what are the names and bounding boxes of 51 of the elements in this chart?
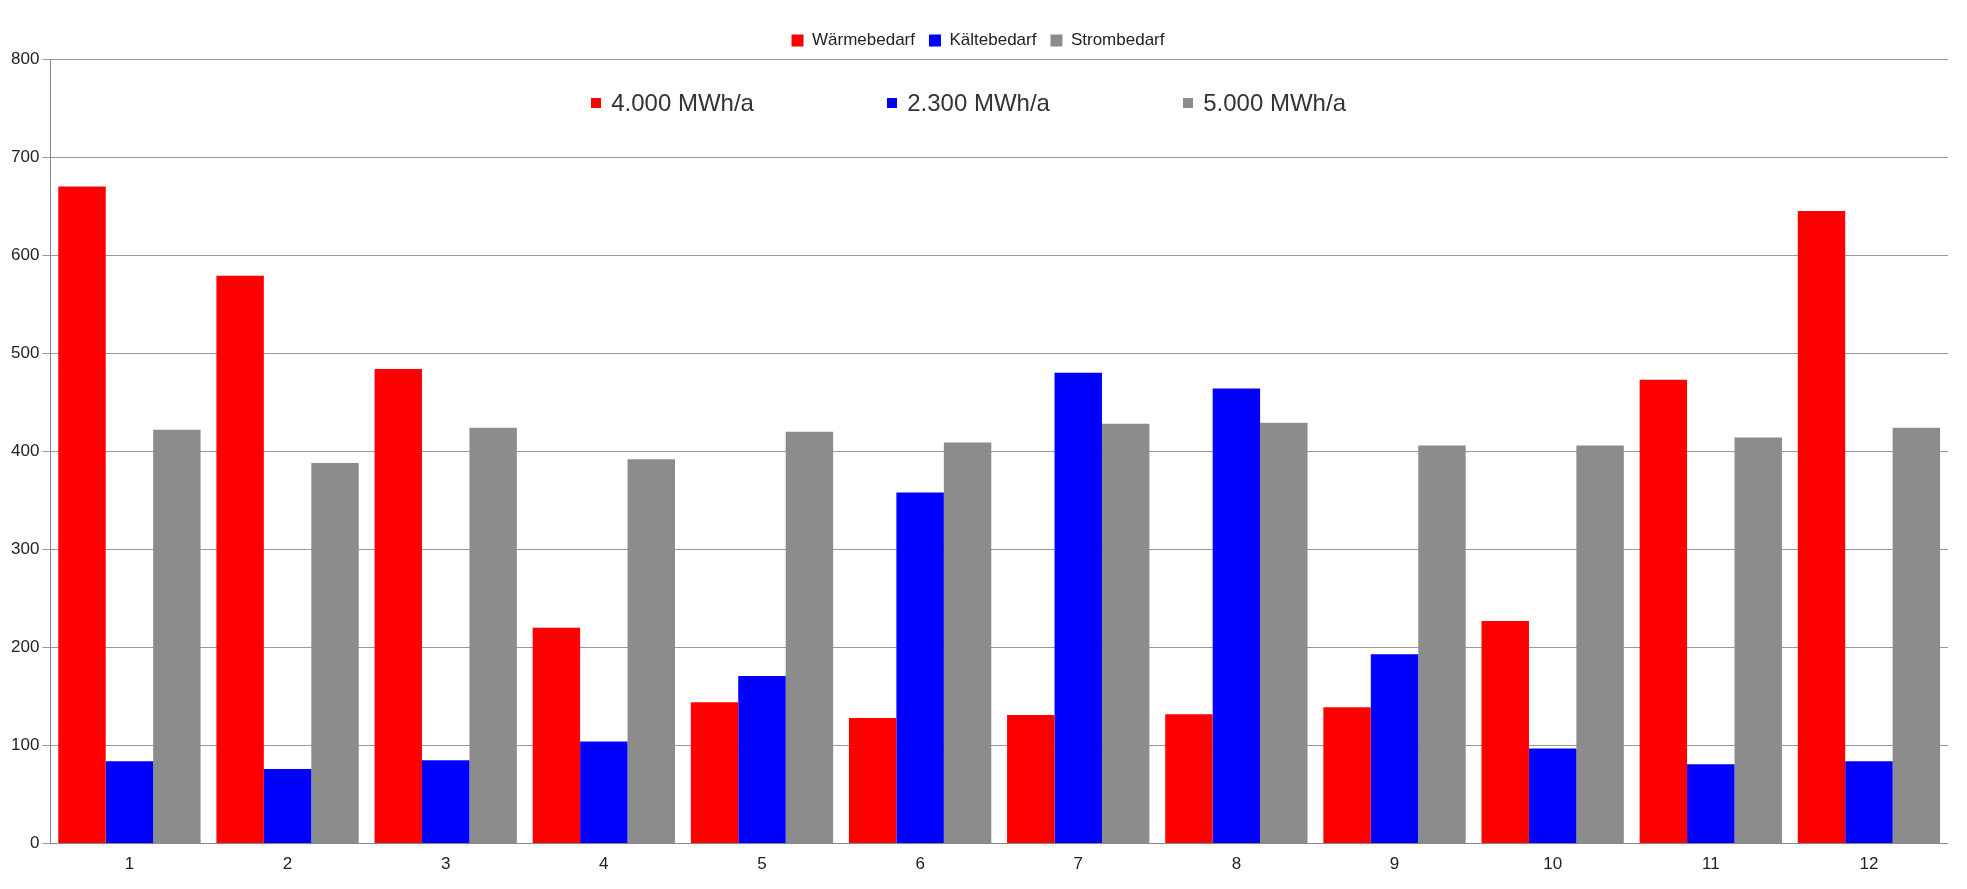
x-tick-label: 7 [1073,854,1083,874]
bar [1007,715,1055,844]
y-tick-label: 600 [10,244,40,264]
bar [58,186,106,844]
bar [580,741,628,844]
x-tick-label: 9 [1389,854,1400,874]
bar [216,275,264,844]
legend-label: Strombedarf [1070,30,1165,50]
bar [1639,379,1688,844]
x-tick-label: 2 [282,854,293,874]
x-tick-label: 12 [1859,854,1879,874]
annotation: 2.300 MWh/a [907,89,1050,117]
x-tick-label: 1 [124,854,135,874]
bar [1165,714,1213,844]
bar [738,675,786,844]
x-tick-label: 6 [915,854,925,874]
y-tick-label: 300 [10,539,40,559]
annotation: 5.000 MWh/a [1203,89,1346,117]
bar [105,761,154,844]
x-tick-label: 4 [599,854,609,874]
legend-label: Kältebedarf [949,30,1037,50]
bar [1370,654,1419,844]
y-tick-label: 700 [10,146,40,166]
bar [896,492,944,844]
bar [1687,764,1735,844]
y-tick-label: 200 [10,637,40,657]
bar [421,760,470,844]
x-tick-label: 3 [440,854,451,874]
bar [1528,748,1577,844]
bar [690,702,739,844]
annotation: 4.000 MWh/a [611,89,754,117]
bar [848,718,897,844]
bar [1797,211,1846,844]
bar [1323,707,1371,844]
y-tick-label: 400 [10,440,40,460]
x-tick-label: 5 [757,854,767,874]
bar [1845,761,1893,844]
x-tick-label: 11 [1701,854,1720,874]
y-tick-label: 100 [10,735,40,755]
bar [374,368,422,844]
x-tick-label: 10 [1543,854,1563,874]
bar [532,627,581,844]
y-tick-label: 0 [29,833,40,853]
bar [1481,620,1529,844]
bar [1054,372,1102,844]
y-tick-label: 500 [10,342,40,362]
bar [263,769,312,844]
x-tick-label: 8 [1231,854,1242,874]
bar [1212,388,1261,844]
legend-label: Wärmebedarf [812,30,916,50]
y-tick-label: 800 [10,48,40,68]
